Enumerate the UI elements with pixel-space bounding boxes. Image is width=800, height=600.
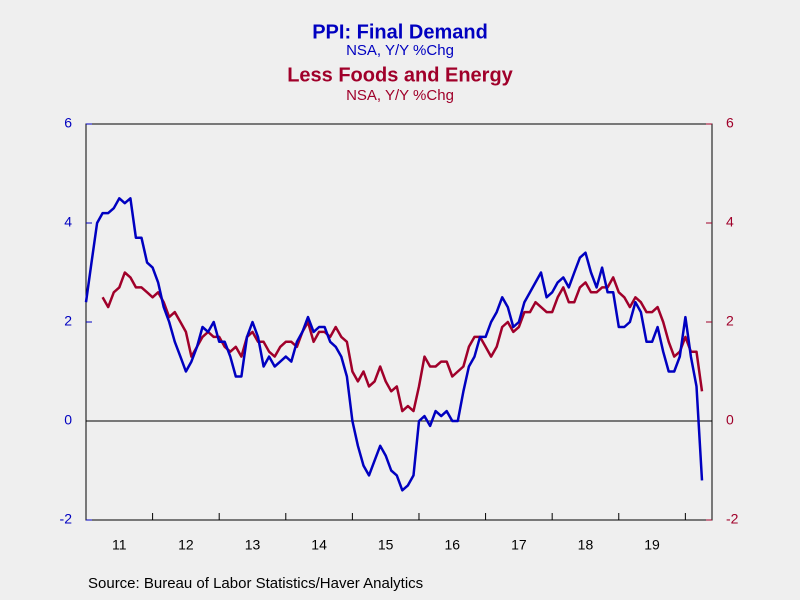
x-tick-label: 16 xyxy=(444,537,460,553)
chart-subtitle: NSA, Y/Y %Chg xyxy=(346,42,454,59)
y2-tick-label: -2 xyxy=(726,511,739,527)
y-tick-label: 0 xyxy=(64,412,72,428)
y-tick-label: -2 xyxy=(60,511,73,527)
x-tick-label: 14 xyxy=(311,537,327,553)
x-tick-label: 17 xyxy=(511,537,527,553)
y-tick-label: 4 xyxy=(64,214,72,230)
x-tick-label: 11 xyxy=(112,537,127,553)
x-tick-label: 15 xyxy=(378,537,394,553)
chart-title-2: Less Foods and Energy xyxy=(287,64,513,86)
y2-tick-label: 2 xyxy=(726,313,734,329)
y-tick-label: 6 xyxy=(64,115,72,131)
y2-tick-label: 4 xyxy=(726,214,734,230)
chart-title: PPI: Final Demand xyxy=(312,21,488,43)
y-tick-label: 2 xyxy=(64,313,72,329)
y2-tick-label: 0 xyxy=(726,412,734,428)
series-line xyxy=(101,271,704,413)
source-note: Source: Bureau of Labor Statistics/Haver… xyxy=(88,575,423,592)
plot-area xyxy=(85,123,713,521)
series-line xyxy=(84,197,704,492)
chart-subtitle-2: NSA, Y/Y %Chg xyxy=(346,87,454,104)
y2-tick-label: 6 xyxy=(726,115,734,131)
x-tick-label: 12 xyxy=(178,537,194,553)
x-tick-label: 13 xyxy=(245,537,261,553)
x-tick-label: 18 xyxy=(578,537,594,553)
x-tick-label: 19 xyxy=(644,537,660,553)
